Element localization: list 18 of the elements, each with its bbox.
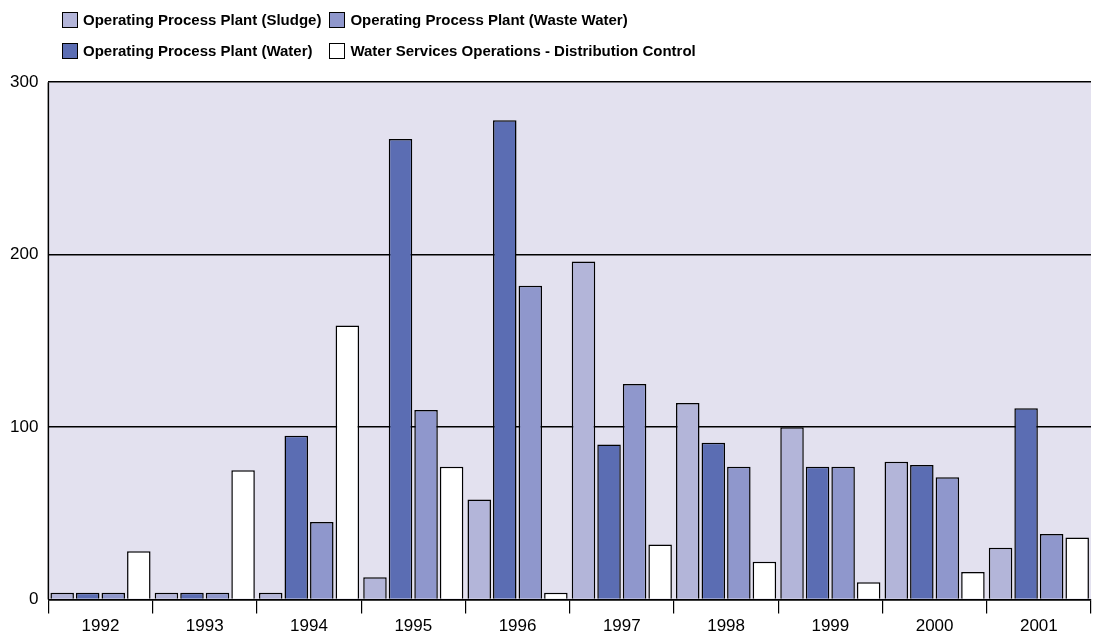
x-tick-label: 2001 [1019,616,1058,636]
legend-label: Water Services Operations - Distribution Control [350,42,696,59]
x-tick-label: 1997 [602,616,641,636]
x-tick-label: 1992 [81,616,120,636]
legend-label: Operating Process Plant (Waste Water) [350,11,628,28]
y-tick-label: 100 [9,416,39,436]
x-tick-label: 1999 [811,616,850,636]
y-tick-label: 300 [9,71,39,91]
x-tick-label: 1996 [498,616,537,636]
legend-label: Operating Process Plant (Sludge) [83,11,322,28]
x-tick-label: 1993 [185,616,224,636]
y-tick-label: 0 [28,589,39,609]
y-tick-label: 200 [9,244,39,264]
x-tick-label: 1994 [290,616,328,636]
x-tick-label: 1995 [394,616,433,636]
x-tick-label: 2000 [915,616,954,636]
x-tick-label: 1998 [707,616,745,636]
legend-label: Operating Process Plant (Water) [83,42,313,59]
